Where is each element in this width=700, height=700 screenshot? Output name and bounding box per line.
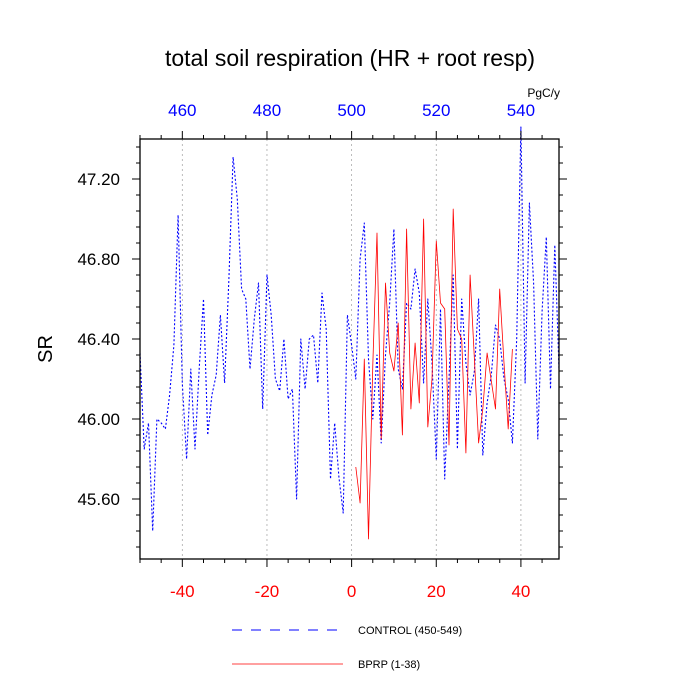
y-tick-label: 46.40 bbox=[77, 330, 120, 349]
y-tick-label: 46.80 bbox=[77, 250, 120, 269]
y-tick-label: 45.60 bbox=[77, 490, 120, 509]
top-axis-unit: PgC/y bbox=[527, 86, 560, 100]
y-tick-label: 46.00 bbox=[77, 410, 120, 429]
chart-title: total soil respiration (HR + root resp) bbox=[165, 45, 535, 71]
x-tick-label-top: 540 bbox=[507, 101, 535, 120]
x-tick-label-top: 460 bbox=[168, 101, 196, 120]
x-tick-label-top: 520 bbox=[422, 101, 450, 120]
legend-label-control: CONTROL (450-549) bbox=[358, 625, 462, 637]
series-line-bprp bbox=[355, 208, 513, 540]
tick-labels: -40 -20 0 20 40 460 480 500 520 540 45.60 46.00 46.4… bbox=[77, 101, 535, 601]
x-tick-label-bottom: 0 bbox=[347, 582, 356, 601]
grid-lines bbox=[181, 139, 522, 559]
series-line-control bbox=[139, 126, 560, 532]
x-tick-label-bottom: 40 bbox=[511, 582, 530, 601]
series-layer bbox=[139, 126, 560, 540]
axis-ticks bbox=[132, 131, 567, 567]
plot-frame bbox=[139, 138, 560, 560]
legend-label-bprp: BPRP (1-38) bbox=[358, 659, 420, 671]
x-tick-label-bottom: -40 bbox=[170, 582, 195, 601]
legend: CONTROL (450-549) BPRP (1-38) bbox=[232, 625, 462, 671]
x-tick-label-bottom: -20 bbox=[255, 582, 280, 601]
x-tick-label-bottom: 20 bbox=[427, 582, 446, 601]
y-tick-label: 47.20 bbox=[77, 170, 120, 189]
y-axis-label: SR bbox=[35, 335, 57, 363]
x-tick-label-top: 480 bbox=[253, 101, 281, 120]
x-tick-label-top: 500 bbox=[337, 101, 365, 120]
